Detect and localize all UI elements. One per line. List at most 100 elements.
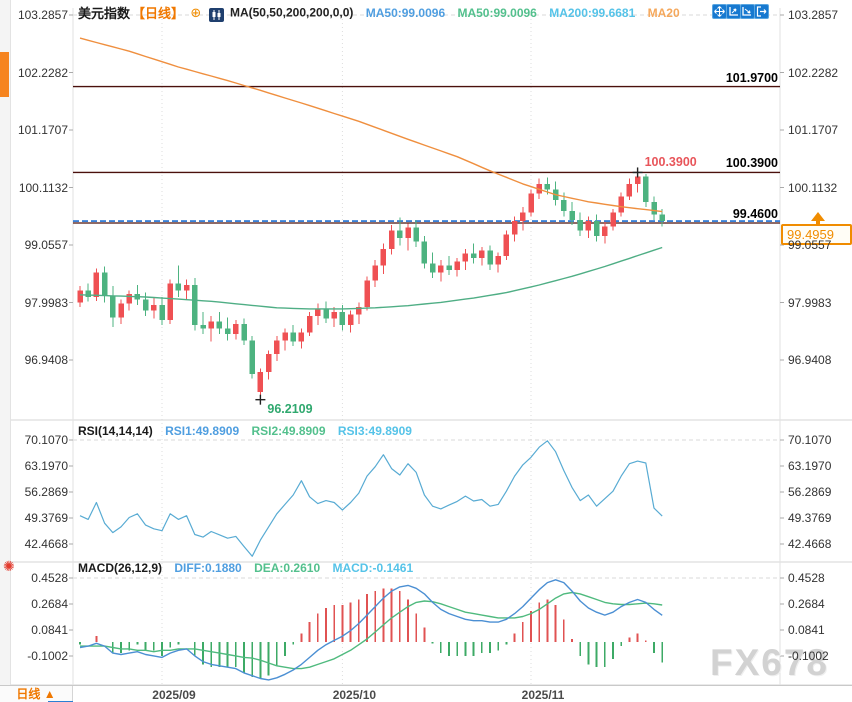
price-axis-label: 100.1132 [788,180,838,195]
tab-daily[interactable]: 日线 ▲ [0,686,73,702]
candle-body [364,280,370,307]
rsi-axis-label: 49.3769 [788,511,832,525]
candle-body [356,306,362,315]
candle-body [577,219,583,231]
level-line-label: 99.4600 [732,207,778,222]
rsi-axis-label: 63.1970 [788,459,832,473]
candle-body [126,294,132,304]
month-label: 2025/11 [521,688,565,702]
candle-body [118,303,124,318]
ma-settings: MA(50,50,200,200,0,0) [229,5,354,20]
level-line-label: 100.3900 [725,156,778,171]
candle-body [528,193,534,213]
candle-body [175,283,182,291]
macd-axis-label: 0.0841 [31,623,68,637]
price-axis-label: 96.9408 [24,353,68,367]
level-line-label: 101.9700 [725,70,778,85]
candle-body [200,325,206,329]
chart-header: 美元指数 【日线】 ⊕ MA(50,50,200,200,0,0) MA50:99… [78,3,680,22]
candle-body [241,324,247,341]
candle-body [651,201,657,215]
candle-body [593,220,600,237]
price-axis-label: 97.9983 [24,295,68,310]
macd-axis-label: 0.2684 [788,597,825,611]
price-axis-label: 99.0557 [788,238,832,252]
axis-scale-left-icon[interactable] [726,4,741,19]
candle-body [159,305,165,320]
price-axis-label: 96.9408 [788,353,832,367]
rsi-header: RSI(14,14,14) RSI1:49.8909 RSI2:49.8909 … [78,424,412,438]
candle-body [265,354,272,373]
rsi-axis-label: 42.4668 [788,537,832,551]
candle-body [561,200,567,212]
candle-body [495,256,501,265]
watermark: FX678 [710,642,830,683]
candle-body [249,340,255,375]
low-price-label: 96.2109 [267,401,313,416]
candle-body [274,340,280,355]
left-scrollbar-thumb[interactable] [0,52,9,97]
candle-body [618,196,624,213]
price-axis-label: 99.0557 [24,238,68,252]
dea-line [80,591,663,670]
rsi1-value: RSI1:49.8909 [165,424,240,438]
settings-sun-icon[interactable]: ✺ [3,558,15,574]
add-indicator-icon[interactable]: ⊕ [190,4,202,20]
candle-body [643,176,649,202]
diff-value: DIFF:0.1880 [174,561,242,575]
price-axis-label: 100.1132 [18,180,68,195]
macd-axis-label: -0.1002 [27,649,68,663]
candle-body [470,253,477,258]
candle-body [380,249,387,266]
axis-scale-right-icon[interactable] [740,4,755,19]
pan-icon[interactable] [712,4,727,19]
candle-body [216,321,223,329]
candle-body [167,283,173,320]
candle-body [77,290,83,303]
rsi-line [79,440,663,557]
candle-body [298,332,305,342]
candle-body [192,285,198,326]
time-axis-bar: 日线 ▲ 2025/09 2025/10 2025/11 [0,685,852,702]
candlestick-chart-icon[interactable] [208,7,224,22]
ma200-line [79,37,663,213]
rsi3-value: RSI3:49.8909 [337,424,412,438]
candle-body [397,230,403,239]
left-gutter [0,0,11,685]
macd-header: MACD(26,12,9) DIFF:0.1880 DEA:0.2610 MAC… [78,561,413,575]
candle-body [151,305,157,311]
candle-body [85,290,91,297]
macd-axis-label: 0.2684 [31,597,68,611]
candle-body [315,308,321,316]
candle-body [462,253,469,262]
macd-value: MACD:-0.1461 [332,561,414,575]
candle-body [224,328,231,334]
candle-body [93,272,100,297]
price-axis-label: 97.9983 [788,295,832,310]
candle-body [101,272,108,296]
candle-body [626,183,633,197]
candle-body [585,220,592,231]
rsi-axis-label: 63.1970 [24,459,68,473]
candle-body [429,263,436,273]
diff-line [79,579,663,681]
macd-axis-label: -0.1002 [788,649,829,663]
dea-value: DEA:0.2610 [254,561,321,575]
rsi-axis-label: 56.2869 [788,485,832,499]
ma50-value: MA50:99.0096 [365,5,446,20]
chart-toolbar [712,4,774,19]
candle-body [602,226,608,237]
candle-body [388,230,395,250]
ma50-line [79,246,663,310]
price-axis-label: 103.2857 [788,8,839,22]
candle-body [454,261,460,270]
candle-body [520,212,526,221]
ma50b-value: MA50:99.0096 [457,5,537,20]
candle-body [208,321,214,329]
exit-icon[interactable] [754,4,769,19]
candle-body [372,265,378,281]
rsi-axis-label: 70.1070 [24,433,68,447]
candle-body [487,250,493,265]
rsi-title: RSI(14,14,14) [78,424,153,438]
